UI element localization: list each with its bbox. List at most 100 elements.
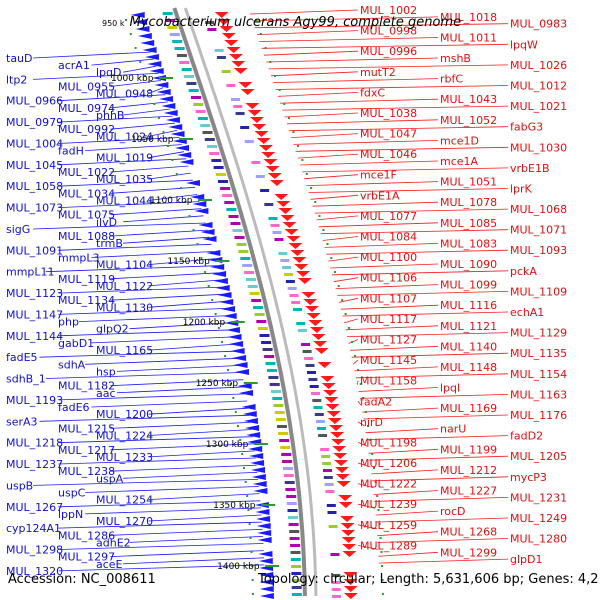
gene-label-forward: hsp xyxy=(96,365,116,378)
feature-category-bar xyxy=(255,175,265,178)
feature-category-bar xyxy=(224,201,235,204)
feature-category-bar xyxy=(320,448,330,451)
feature-category-bar xyxy=(247,285,258,288)
gene-label-reverse: MUL_1299 xyxy=(440,546,497,559)
feature-category-bar xyxy=(328,525,338,528)
forward-gene-arrow xyxy=(259,579,274,585)
guide-dot xyxy=(357,369,359,371)
feature-category-bar xyxy=(253,306,263,309)
leader-line-forward xyxy=(91,251,214,258)
leader-line-reverse xyxy=(310,194,359,200)
feature-category-bar xyxy=(245,278,256,281)
forward-gene-arrow xyxy=(253,488,268,494)
gene-label-forward: MUL_0974 xyxy=(58,102,115,115)
forward-gene-arrow xyxy=(250,467,265,473)
guide-dot xyxy=(318,215,321,217)
forward-gene-arrow xyxy=(210,264,225,270)
gene-label-reverse: MUL_1002 xyxy=(360,4,417,17)
feature-category-bar xyxy=(260,189,270,192)
gene-label-forward: uspA xyxy=(96,472,124,485)
kbp-tick-label: 1200 kbp xyxy=(183,318,226,328)
reverse-gene-arrow xyxy=(214,12,229,18)
feature-category-bar xyxy=(251,299,262,302)
gene-label-forward: MUL_1144 xyxy=(6,330,63,343)
forward-gene-arrow xyxy=(179,159,194,165)
forward-gene-arrow xyxy=(174,145,189,151)
guide-dot xyxy=(227,369,229,371)
feature-category-bar xyxy=(254,313,265,316)
gene-label-forward: MUL_1058 xyxy=(6,180,63,193)
gene-label-forward: MUL_1035 xyxy=(96,173,153,186)
leader-line-reverse xyxy=(263,50,359,56)
feature-category-bar xyxy=(256,320,267,323)
forward-gene-arrow xyxy=(133,19,148,25)
feature-category-bar xyxy=(268,376,279,379)
reverse-gene-arrow xyxy=(217,19,232,25)
backbone-inner xyxy=(183,7,318,597)
gene-label-reverse: MUL_1117 xyxy=(360,313,417,326)
gene-label-reverse: MUL_1068 xyxy=(510,203,567,216)
gene-label-forward: uspC xyxy=(58,487,86,500)
leader-line-forward xyxy=(85,144,182,151)
leader-line-reverse xyxy=(333,277,359,283)
reverse-gene-arrow xyxy=(308,320,323,326)
reverse-gene-arrow xyxy=(309,327,324,333)
leader-line-forward xyxy=(58,201,200,208)
forward-gene-arrow xyxy=(259,593,274,599)
guide-dot xyxy=(283,103,286,105)
guide-dot xyxy=(362,397,365,399)
leader-line-reverse xyxy=(357,442,368,447)
reverse-gene-arrow xyxy=(343,593,358,599)
gene-label-forward: cyp124A1 xyxy=(6,522,61,535)
gene-label-reverse: MUL_1280 xyxy=(510,533,567,546)
gene-label-forward: sigG xyxy=(6,223,30,236)
gene-label-forward: MUL_1045 xyxy=(6,159,63,172)
feature-category-bar xyxy=(213,166,224,169)
reverse-gene-arrow xyxy=(297,278,312,284)
guide-dot xyxy=(129,33,132,35)
feature-category-bar xyxy=(268,217,278,220)
feature-category-bar xyxy=(288,516,299,519)
leader-line-forward xyxy=(39,350,238,358)
reverse-gene-arrow xyxy=(323,390,338,396)
leader-line-reverse xyxy=(335,284,439,289)
feature-category-bar xyxy=(284,481,295,484)
gene-label-reverse: MUL_1222 xyxy=(360,478,417,491)
guide-dot xyxy=(310,187,313,189)
guide-dot xyxy=(334,271,337,273)
guide-dot xyxy=(264,47,267,49)
leader-line-forward xyxy=(33,73,159,80)
forward-gene-arrow xyxy=(243,418,258,424)
feature-category-bar xyxy=(184,75,194,78)
gene-label-forward: MUL_0966 xyxy=(6,95,63,108)
guide-dot xyxy=(204,271,207,273)
leader-line-forward xyxy=(110,293,225,301)
feature-category-bar xyxy=(331,574,341,577)
gene-label-forward: MUL_1233 xyxy=(96,451,153,464)
leader-line-forward xyxy=(58,393,246,401)
gene-label-forward: tauD xyxy=(6,52,33,65)
forward-gene-arrow xyxy=(159,96,174,102)
leader-line-reverse xyxy=(254,23,509,29)
leader-line-forward xyxy=(85,507,261,515)
guide-dot xyxy=(214,313,217,315)
guide-dot xyxy=(175,173,178,175)
forward-gene-arrow xyxy=(140,40,155,46)
leader-line-forward xyxy=(123,471,258,479)
kbp-tick-label: 1250 kbp xyxy=(196,379,239,389)
gene-label-reverse: MUL_1176 xyxy=(510,409,567,422)
leader-line-forward xyxy=(110,186,196,194)
leader-line-reverse xyxy=(277,92,359,97)
forward-gene-arrow xyxy=(222,313,237,319)
forward-gene-arrow xyxy=(202,236,217,242)
feature-category-bar xyxy=(323,469,332,472)
feature-category-bar xyxy=(267,369,277,372)
reverse-gene-arrow xyxy=(256,138,271,144)
leader-line-forward xyxy=(110,122,175,130)
feature-category-bar xyxy=(169,33,180,36)
leader-line-forward xyxy=(148,407,249,415)
reverse-gene-arrow xyxy=(342,544,357,550)
feature-category-bar xyxy=(215,173,226,176)
feature-category-bar xyxy=(264,203,274,206)
feature-category-bar xyxy=(230,222,241,225)
